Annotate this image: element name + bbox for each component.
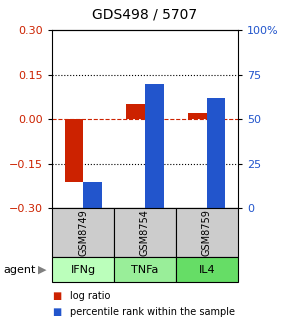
Text: TNFa: TNFa (131, 265, 159, 275)
Text: IL4: IL4 (199, 265, 215, 275)
Bar (65, 119, 83, 181)
Text: GSM8754: GSM8754 (140, 209, 150, 256)
Text: IFNg: IFNg (70, 265, 96, 275)
Text: GSM8749: GSM8749 (78, 209, 88, 256)
Bar (188, 113, 207, 119)
Text: ▶: ▶ (38, 265, 46, 275)
Text: log ratio: log ratio (70, 291, 110, 301)
Bar (126, 104, 145, 119)
Bar (145, 84, 164, 208)
Text: ■: ■ (52, 291, 61, 301)
Text: GSM8759: GSM8759 (202, 209, 212, 256)
Text: agent: agent (3, 265, 35, 275)
Bar (83, 181, 102, 208)
Bar (207, 98, 225, 208)
Text: percentile rank within the sample: percentile rank within the sample (70, 307, 235, 318)
Text: ■: ■ (52, 307, 61, 318)
Text: GDS498 / 5707: GDS498 / 5707 (93, 8, 197, 22)
